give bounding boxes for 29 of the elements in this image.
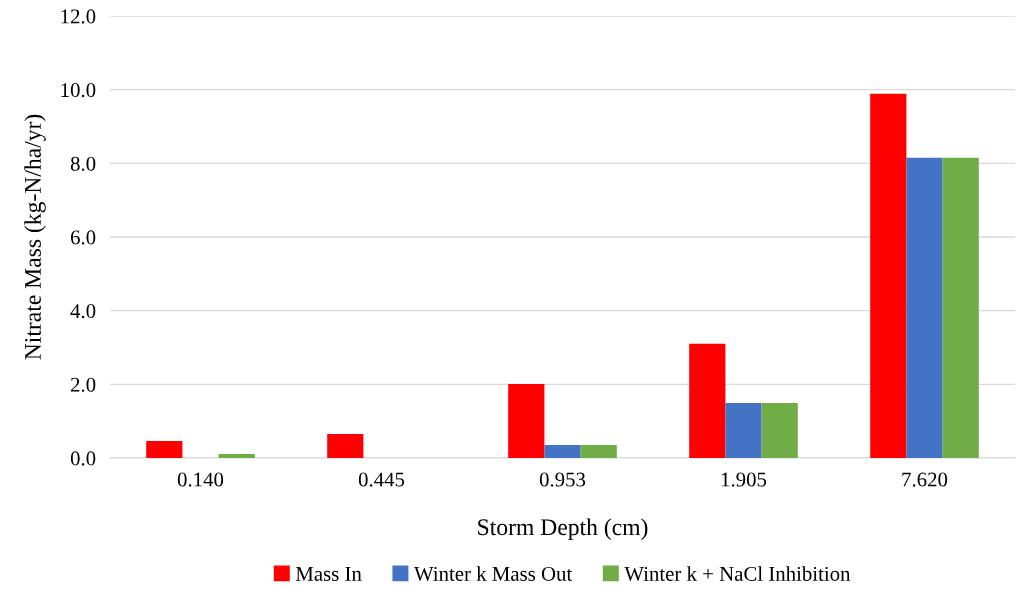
legend-label: Winter k Mass Out [413, 566, 573, 581]
bar [218, 453, 255, 458]
bar [327, 434, 364, 458]
bar [146, 441, 183, 458]
y-tick-label: 12.0 [61, 9, 96, 24]
x-tick-label: 1.905 [721, 472, 767, 487]
x-tick-label: 7.620 [902, 472, 948, 487]
bar [580, 445, 617, 458]
y-tick-label: 2.0 [70, 377, 96, 392]
y-tick-label: 6.0 [70, 230, 96, 245]
bar [508, 383, 545, 458]
x-axis-title: Storm Depth (cm) [478, 518, 648, 540]
x-tick-label: 0.140 [177, 472, 224, 487]
bar [689, 343, 726, 458]
bar [725, 403, 762, 458]
y-tick-label: 8.0 [70, 156, 96, 171]
y-axis-title: Nitrate Mass (kg-N/ha/yr) [24, 114, 46, 360]
x-tick-label: 0.445 [358, 472, 405, 487]
x-tick-label: 0.953 [539, 472, 586, 487]
bar [870, 93, 907, 458]
bar [761, 403, 798, 458]
bar [544, 445, 581, 458]
legend-label: Winter k + NaCl Inhibition [624, 566, 851, 581]
bar [942, 157, 979, 458]
y-tick-label: 10.0 [61, 83, 96, 98]
y-tick-label: 0.0 [70, 451, 96, 466]
bar [906, 157, 943, 458]
legend-label: Mass In [295, 567, 362, 581]
y-tick-label: 4.0 [70, 304, 96, 319]
